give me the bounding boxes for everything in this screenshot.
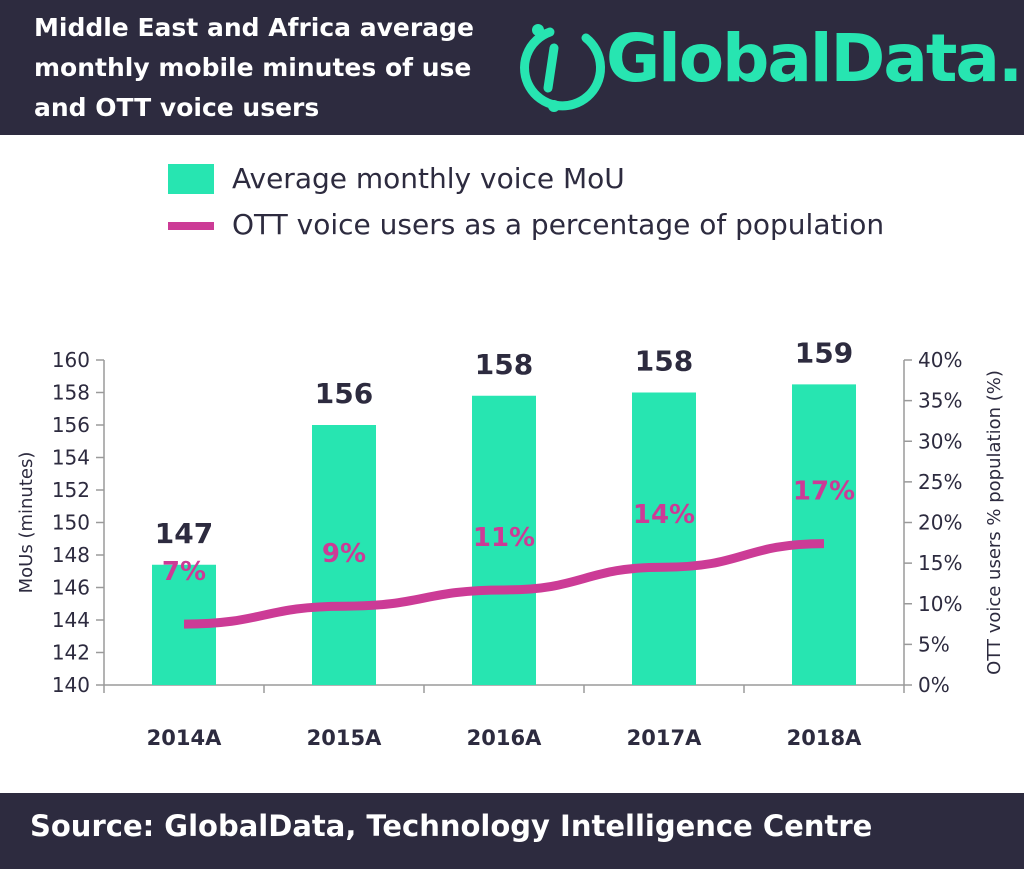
chart-title: Middle East and Africa average monthly m…	[34, 13, 474, 122]
left-axis-tick-label: 148	[52, 543, 90, 567]
x-axis-category-label: 2018A	[787, 726, 862, 750]
x-axis-category-label: 2016A	[467, 726, 542, 750]
legend-swatch-bar	[168, 164, 214, 194]
line-value-label: 17%	[793, 477, 855, 507]
globaldata-logo: GlobalData.	[514, 18, 1023, 118]
right-axis-tick-label: 40%	[918, 348, 962, 372]
combo-chart: 140 142 144 146 148 150 152 154 156 158 160 0% 5% 10%…	[16, 336, 1005, 750]
left-axis-tick-label: 158	[52, 381, 90, 405]
right-axis-tick-label: 10%	[918, 592, 962, 616]
right-axis-tick-label: 0%	[918, 673, 950, 697]
line-value-label: 7%	[162, 557, 206, 587]
x-axis-category-label: 2017A	[627, 726, 702, 750]
left-axis-tick-label: 154	[52, 446, 90, 470]
line-value-label: 9%	[322, 539, 366, 569]
right-axis-tick-label: 25%	[918, 470, 962, 494]
globaldata-logo-icon	[520, 24, 606, 112]
line-value-label: 11%	[473, 523, 535, 553]
left-axis-tick-label: 144	[52, 608, 90, 632]
right-axis-tick-label: 20%	[918, 511, 962, 535]
bar-value-label: 158	[475, 348, 533, 381]
line-value-label: 14%	[633, 500, 695, 530]
left-axis-tick-label: 152	[52, 478, 90, 502]
legend-label-line: OTT voice users as a percentage of popul…	[232, 208, 885, 241]
left-axis-tick-label: 160	[52, 348, 90, 372]
right-axis-tick-label: 15%	[918, 551, 962, 575]
left-axis-tick-label: 140	[52, 673, 90, 697]
bar-value-label: 147	[155, 517, 213, 550]
right-axis-tick-label: 35%	[918, 389, 962, 413]
left-axis-tick-label: 146	[52, 576, 90, 600]
legend-label-bars: Average monthly voice MoU	[232, 162, 625, 195]
bar-2018A	[792, 384, 856, 685]
bar-value-label: 159	[795, 336, 853, 369]
bar-2017A	[632, 392, 696, 685]
left-axis-title: MoUs (minutes)	[16, 452, 37, 594]
x-axis-category-label: 2015A	[307, 726, 382, 750]
footer-banner: Source: GlobalData, Technology Intellige…	[0, 793, 1024, 869]
right-axis-tick-label: 5%	[918, 632, 950, 656]
ott-voice-users-line	[183, 539, 825, 629]
bar-2016A	[472, 395, 536, 685]
header-banner: Middle East and Africa average monthly m…	[0, 0, 1024, 135]
bar-value-label: 158	[635, 345, 693, 378]
left-axis-tick-label: 142	[52, 641, 90, 665]
left-axis-tick-label: 156	[52, 413, 90, 437]
left-axis-tick-label: 150	[52, 511, 90, 535]
bar-2015A	[312, 425, 376, 685]
bar-value-label: 156	[315, 377, 373, 410]
right-axis-title: OTT voice users % population (%)	[984, 370, 1005, 675]
right-axis-tick-label: 30%	[918, 429, 962, 453]
x-axis-category-label: 2014A	[147, 726, 222, 750]
source-note: Source: GlobalData, Technology Intellige…	[30, 809, 873, 843]
legend-swatch-line	[168, 222, 214, 230]
logo-wordmark: GlobalData.	[606, 20, 1023, 97]
